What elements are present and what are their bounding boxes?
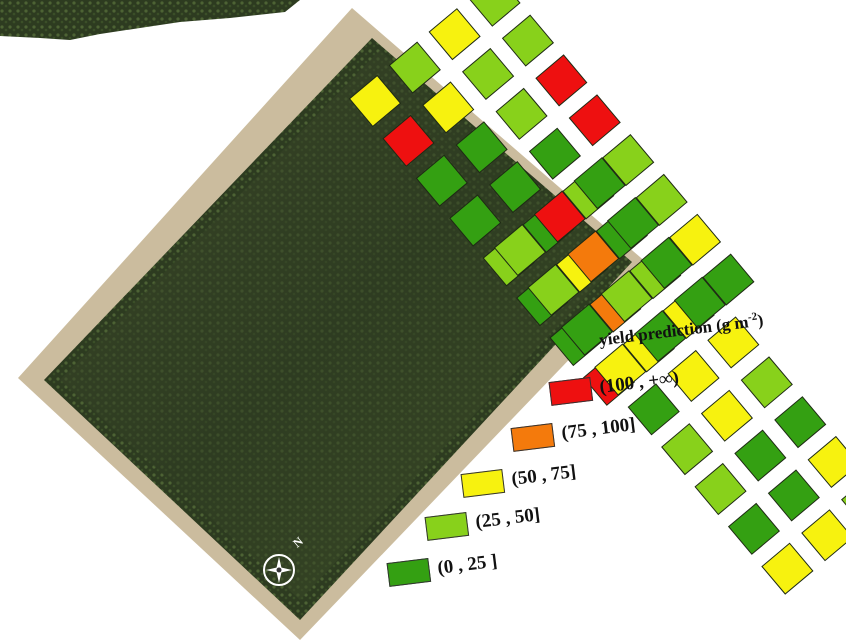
plot-cell-lower-r5-c1: [700, 389, 754, 442]
plot-cell-upper-r2-c3: [535, 54, 588, 107]
field-shade: [60, 50, 620, 600]
plot-cell-lower-r8-c1: [801, 509, 846, 562]
plot-cell-lower-r1-c0: [527, 263, 580, 316]
plot-cell-lower-r7-c1: [767, 469, 820, 522]
plot-cell-lower-r7-c2: [807, 435, 846, 489]
image-strip-top: [0, 0, 300, 40]
plot-cell-lower-r8-c2: [840, 495, 846, 506]
legend-swatch-orange: [510, 422, 556, 452]
plot-cell-lower-r3-c1: [634, 309, 687, 363]
plot-cell-lower-r3-c2: [673, 276, 727, 329]
plot-cell-lower-r4-c0: [627, 383, 680, 436]
legend-swatch-lightgreen: [424, 511, 470, 541]
legend-swatch-yellow: [460, 468, 506, 498]
plot-cell-upper-r1-c1: [422, 81, 475, 134]
plot-cell-lower-r5-c2: [740, 356, 793, 409]
plot-cell-lower-r1-c1: [567, 230, 620, 283]
plot-cell-lower-r1-c2: [606, 196, 660, 250]
plot-cell-upper-r0-c1: [388, 41, 441, 94]
compass-rose-icon: [263, 554, 295, 586]
plot-cell-upper-r1-c0: [382, 114, 435, 167]
plot-cell-upper-r3-c1: [489, 160, 542, 214]
plot-grid: [348, 0, 846, 595]
plot-cell-upper-r7-c3: [702, 253, 755, 306]
plot-cell-lower-r7-c0: [727, 502, 781, 555]
plot-cell-lower-r4-c2: [707, 316, 760, 369]
plot-cell-upper-r3-c2: [528, 127, 582, 180]
plot-cell-lower-r0-c0: [493, 223, 547, 277]
plot-cell-lower-r6-c0: [694, 462, 747, 516]
plot-cell-upper-r1-c2: [461, 47, 515, 101]
plot-cell-lower-r0-c2: [573, 157, 626, 210]
plot-cell-upper-r3-c3: [568, 94, 621, 147]
plot-cell-upper-r0-c3: [469, 0, 521, 27]
legend-swatch-red: [548, 376, 594, 406]
legend-swatch-green: [386, 557, 432, 587]
plot-cell-lower-r6-c1: [734, 429, 787, 482]
plot-cell-upper-r0-c2: [428, 8, 481, 61]
plot-cell-lower-r2-c1: [600, 270, 653, 323]
plot-cell-upper-r2-c1: [455, 121, 508, 174]
plot-cell-upper-r4-c3: [602, 133, 655, 187]
plot-cell-lower-r6-c2: [774, 396, 827, 449]
plot-cell-upper-r2-c0: [415, 154, 468, 207]
plot-cell-lower-r2-c0: [560, 303, 613, 356]
plot-cell-lower-r3-c0: [594, 343, 647, 396]
plot-cell-lower-r8-c0: [761, 542, 814, 595]
plot-cell-lower-r5-c0: [661, 423, 714, 476]
plot-cell-lower-r4-c1: [667, 349, 720, 403]
plot-cell-lower-r0-c1: [533, 190, 586, 243]
plot-cell-upper-r2-c2: [495, 87, 548, 140]
plot-cell-upper-r1-c3: [501, 14, 555, 67]
plot-cell-upper-r5-c3: [635, 173, 688, 227]
plot-cell-upper-r6-c3: [668, 213, 722, 266]
plot-cell-upper-r3-c0: [449, 194, 502, 247]
plot-cell-upper-r0-c0: [348, 74, 402, 128]
plot-cell-lower-r2-c2: [640, 236, 693, 289]
